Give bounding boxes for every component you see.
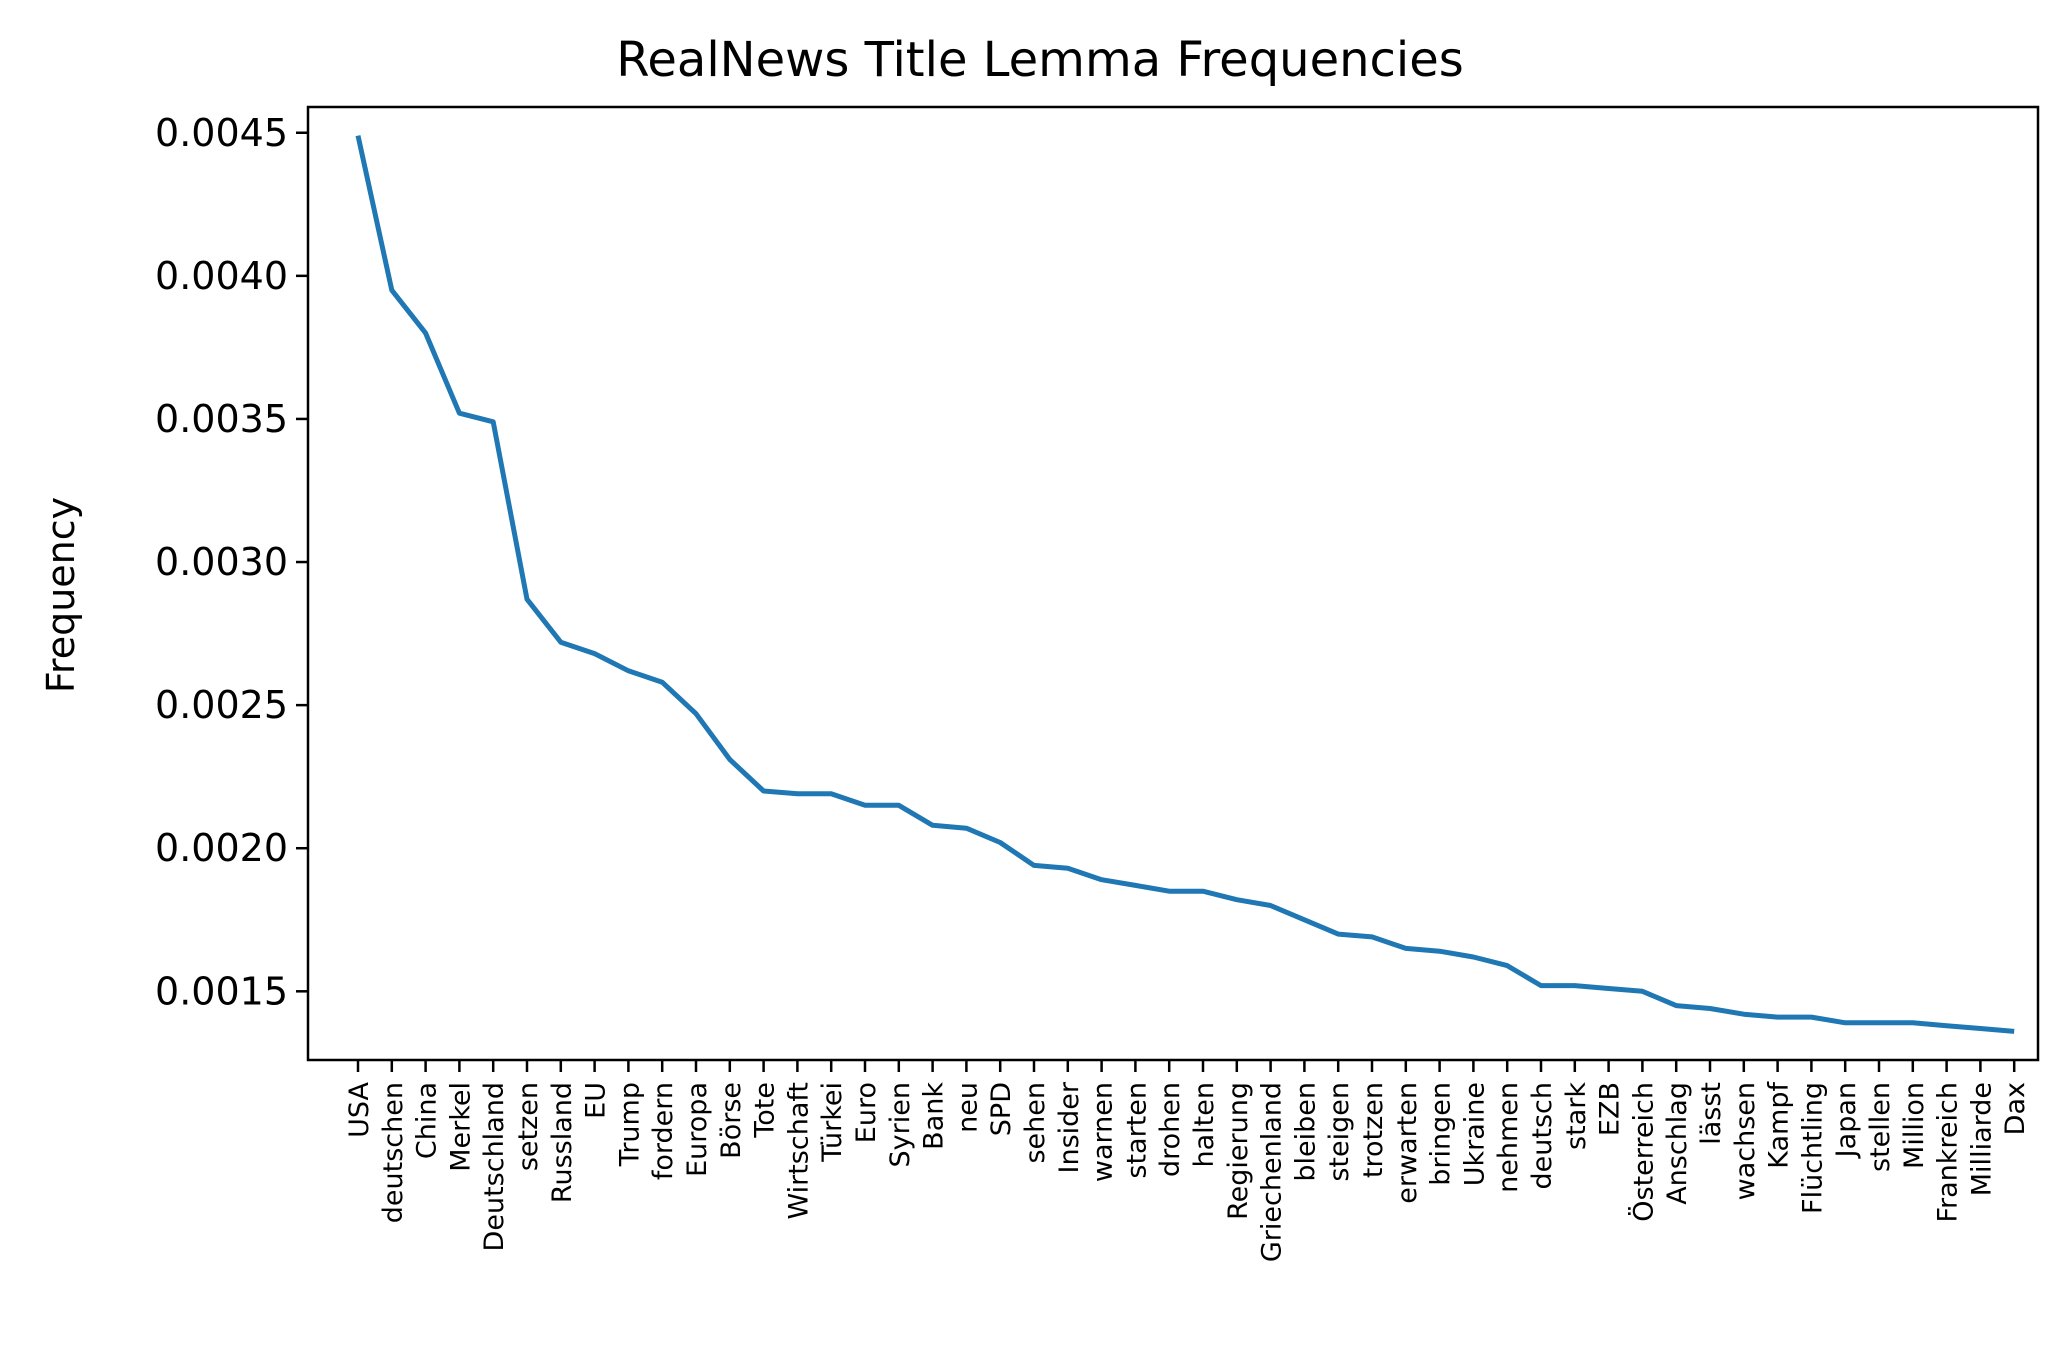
x-tick-label: Europa — [682, 1082, 713, 1177]
y-axis: 0.0015 0.0020 0.0025 0.0030 0.0035 0.0040 0.00… — [155, 111, 308, 1013]
x-tick-label: bringen — [1426, 1082, 1457, 1186]
x-tick-label: Griechenland — [1257, 1082, 1288, 1262]
x-tick-label: fordern — [648, 1082, 679, 1180]
frequency-series-line — [355, 135, 2015, 1034]
x-tick-label: starten — [1121, 1082, 1152, 1179]
x-tick-label: Syrien — [885, 1082, 916, 1167]
x-tick-label: drohen — [1155, 1082, 1186, 1177]
x-tick-label: Milliarde — [1966, 1082, 1997, 1196]
x-tick-label: halten — [1189, 1082, 1220, 1167]
x-tick-label: stark — [1561, 1082, 1592, 1150]
x-tick-label: SPD — [986, 1082, 1017, 1136]
x-tick-label: trotzen — [1358, 1082, 1389, 1178]
x-tick-label: warnen — [1088, 1082, 1119, 1182]
chart-title: RealNews Title Lemma Frequencies — [616, 32, 1464, 88]
x-tick-label: neu — [952, 1082, 983, 1133]
y-tick-label: 0.0015 — [155, 969, 288, 1013]
y-tick-label: 0.0025 — [155, 683, 288, 727]
y-tick-label: 0.0045 — [155, 111, 288, 155]
plot-frame — [306, 105, 2040, 1062]
x-tick-label: deutschen — [378, 1082, 409, 1223]
x-tick-label: bleiben — [1290, 1082, 1321, 1182]
x-tick-label: lässt — [1696, 1082, 1727, 1145]
y-axis-label: Frequency — [39, 497, 83, 693]
x-tick-label: wachsen — [1730, 1082, 1761, 1200]
x-tick-label: steigen — [1324, 1082, 1355, 1182]
x-axis: USA deutschen China Merkel Deutschland setzen… — [344, 1060, 2031, 1262]
x-tick-label: sehen — [1020, 1082, 1051, 1164]
x-tick-label: USA — [344, 1081, 375, 1137]
x-tick-label: China — [412, 1082, 443, 1159]
x-tick-label: Euro — [851, 1082, 882, 1143]
x-tick-label: Million — [1899, 1082, 1930, 1169]
y-tick-label: 0.0030 — [155, 540, 288, 584]
y-tick-label: 0.0035 — [155, 397, 288, 441]
x-tick-label: Bank — [919, 1082, 950, 1150]
x-tick-label: Flüchtling — [1797, 1082, 1828, 1214]
x-tick-label: Wirtschaft — [783, 1082, 814, 1219]
x-tick-label: EZB — [1595, 1082, 1626, 1136]
x-tick-label: Deutschland — [479, 1082, 510, 1251]
x-tick-label: Anschlag — [1662, 1082, 1693, 1205]
x-tick-label: Regierung — [1223, 1082, 1254, 1220]
x-tick-label: Trump — [614, 1082, 645, 1167]
x-tick-label: Russland — [547, 1082, 578, 1203]
y-tick-label: 0.0020 — [155, 826, 288, 870]
y-tick-label: 0.0040 — [155, 254, 288, 298]
x-tick-label: Ukraine — [1459, 1082, 1490, 1186]
x-tick-label: Dax — [2000, 1082, 2031, 1135]
x-tick-label: Börse — [716, 1082, 747, 1159]
x-tick-label: nehmen — [1493, 1082, 1524, 1193]
x-tick-label: Merkel — [445, 1082, 476, 1172]
x-tick-label: Insider — [1054, 1081, 1085, 1173]
x-tick-label: Japan — [1831, 1082, 1862, 1159]
x-tick-label: setzen — [513, 1082, 544, 1171]
x-tick-label: Kampf — [1764, 1081, 1795, 1169]
x-tick-label: Frankreich — [1933, 1082, 1964, 1223]
x-tick-label: Türkei — [817, 1082, 848, 1163]
x-tick-label: deutsch — [1527, 1082, 1558, 1189]
x-tick-label: erwarten — [1392, 1082, 1423, 1204]
x-tick-label: Tote — [750, 1082, 781, 1139]
x-tick-label: stellen — [1865, 1082, 1896, 1172]
x-tick-label: EU — [581, 1082, 612, 1119]
x-tick-label: Österreich — [1627, 1082, 1659, 1222]
